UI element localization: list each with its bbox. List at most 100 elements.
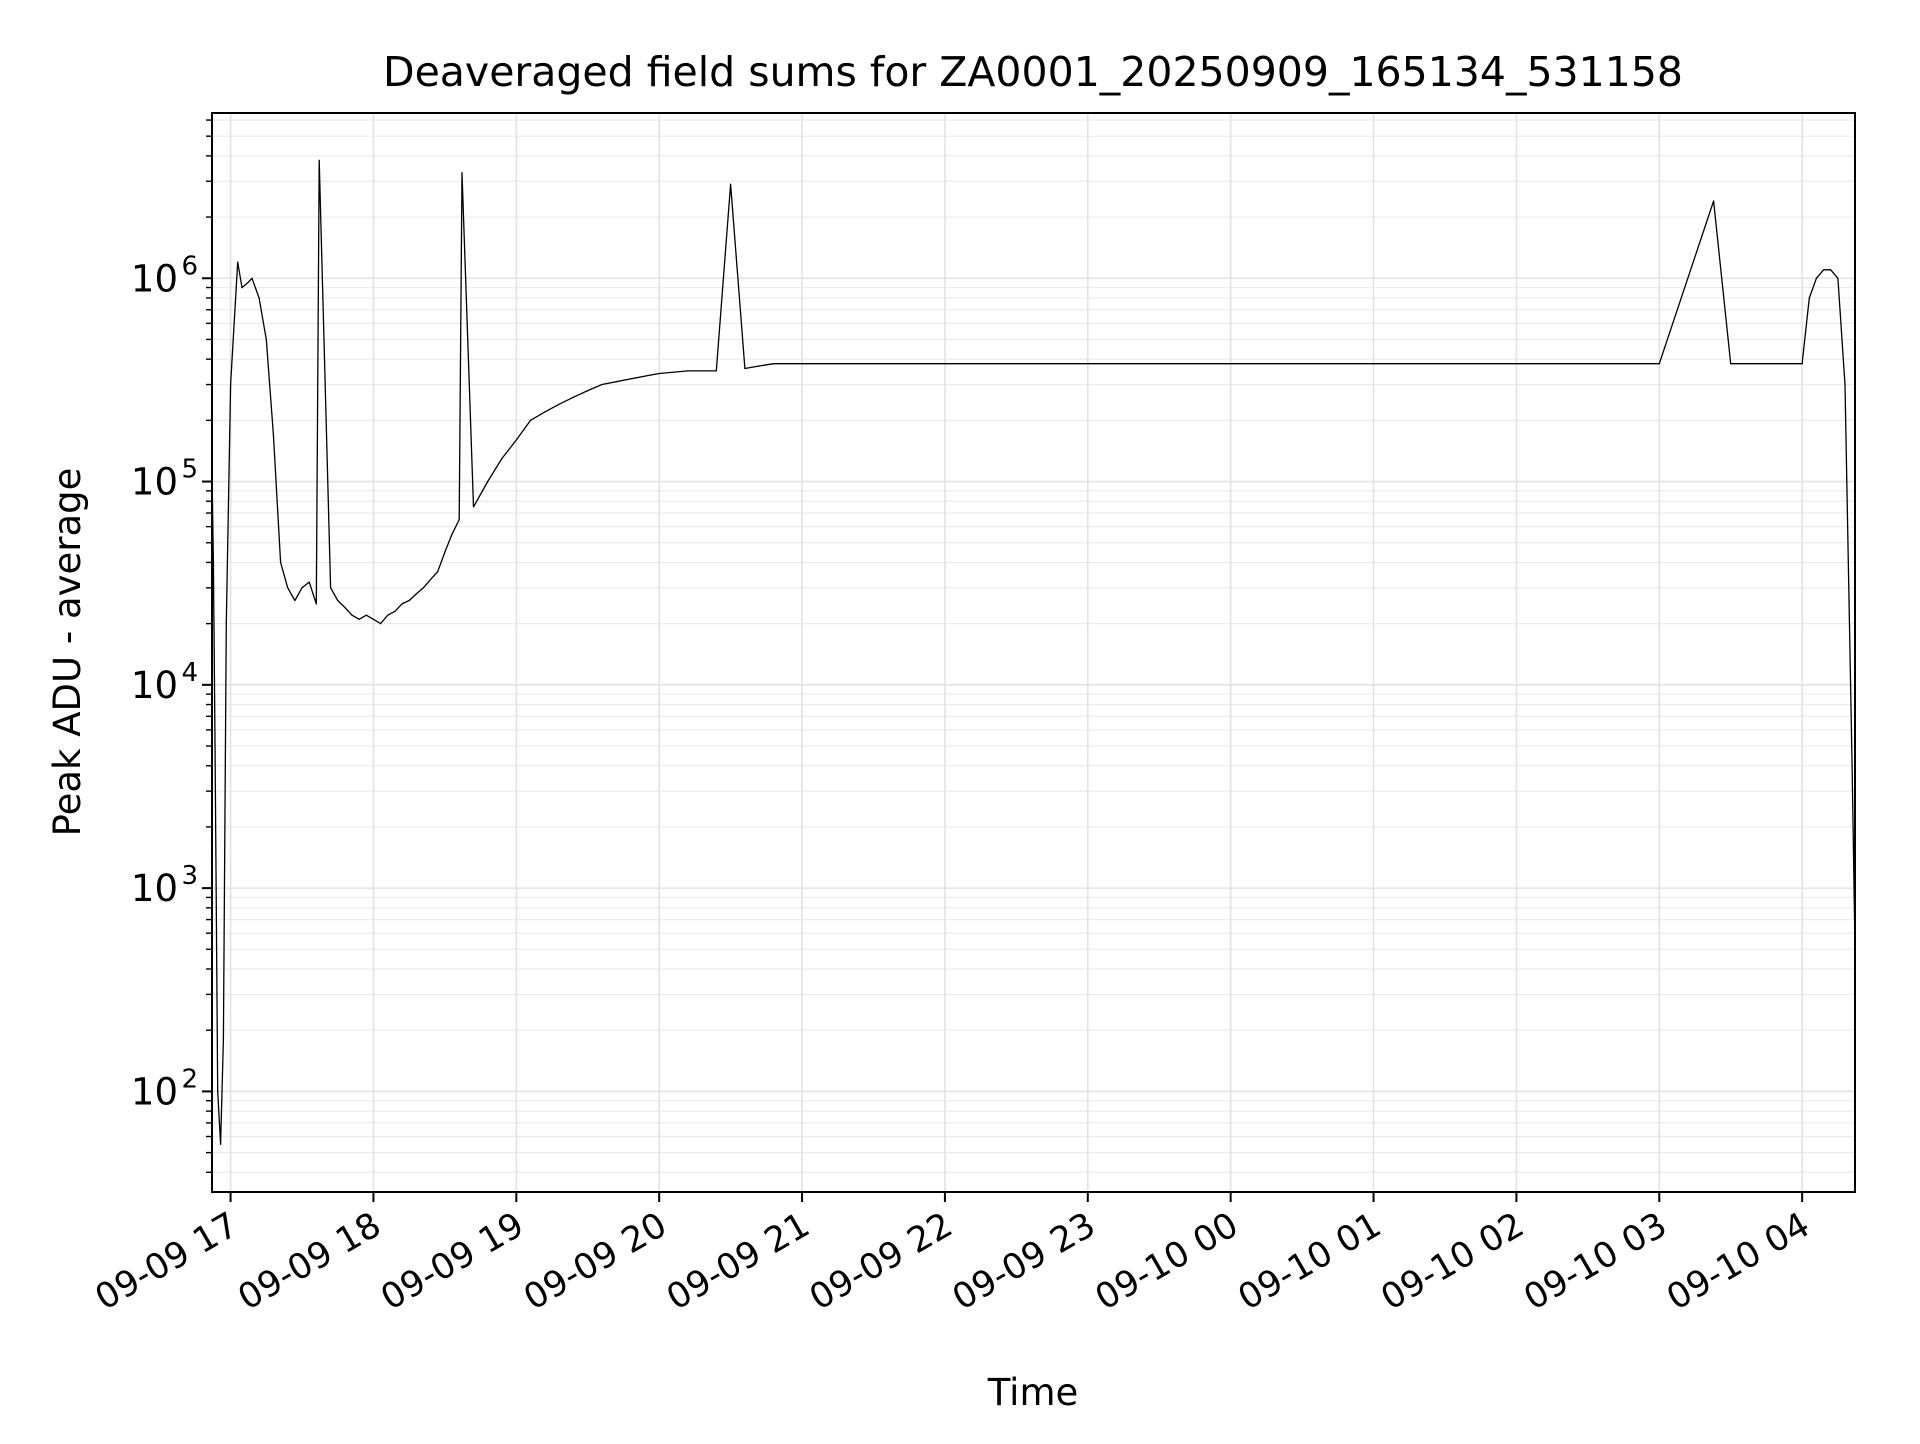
y-tick-label-base: 10 (131, 1070, 178, 1113)
y-tick-label-exponent: 4 (181, 658, 198, 688)
data-point (258, 297, 260, 299)
data-point (401, 603, 403, 605)
data-point (658, 372, 660, 375)
data-point (558, 403, 560, 405)
data-point (487, 480, 489, 483)
y-tick-label-exponent: 3 (181, 861, 198, 891)
data-point (1830, 269, 1832, 271)
data-point (644, 375, 646, 377)
data-point (444, 551, 446, 553)
data-point (730, 183, 732, 185)
y-tick-label: 10 (131, 461, 178, 504)
data-point (501, 457, 503, 459)
data-point (330, 587, 332, 589)
data-point (872, 363, 875, 365)
data-point (530, 419, 532, 421)
data-point (544, 411, 546, 413)
data-point (380, 623, 382, 625)
data-point (394, 610, 396, 612)
data-point (630, 378, 632, 380)
data-point (422, 587, 424, 589)
data-point (217, 1090, 219, 1092)
data-point (1837, 277, 1839, 279)
data-point (372, 618, 374, 620)
data-point (1515, 363, 1517, 365)
data-point (451, 533, 453, 535)
plot-area-frame (211, 112, 1856, 1193)
y-tick-label-exponent: 2 (181, 1064, 198, 1094)
data-point (437, 571, 439, 573)
data-point (1015, 363, 1018, 365)
data-point (1851, 765, 1853, 767)
data-point (294, 599, 296, 602)
data-point (225, 623, 227, 625)
data-point (1713, 200, 1715, 202)
data-point (461, 172, 463, 174)
data-point (1158, 363, 1160, 365)
data-point (801, 363, 803, 365)
data-point (1087, 363, 1089, 365)
data-point (265, 338, 267, 341)
data-point (715, 370, 717, 372)
data-point (1444, 363, 1446, 365)
data-point (601, 383, 603, 386)
data-point (358, 618, 360, 620)
data-point (387, 614, 389, 616)
data-point (430, 578, 432, 581)
y-tick-label-base: 10 (131, 461, 178, 504)
data-point (1301, 363, 1303, 365)
data-point (615, 381, 617, 383)
data-point (458, 519, 460, 521)
data-point (515, 439, 517, 441)
series-line (211, 159, 1856, 1145)
y-tick-label-base: 10 (131, 867, 178, 910)
data-point (1801, 363, 1803, 365)
y-tick-label-exponent: 6 (181, 251, 198, 281)
chart-title: Deaveraged field sums for ZA0001_2025090… (383, 48, 1683, 96)
y-tick-label-base: 10 (131, 664, 178, 707)
data-point (365, 614, 367, 616)
data-point (214, 729, 216, 731)
data-point (1372, 363, 1375, 365)
data-point (572, 396, 575, 398)
data-point (415, 593, 417, 595)
data-point (222, 1038, 224, 1041)
data-point (1815, 277, 1817, 279)
data-point (315, 603, 317, 605)
data-point (687, 370, 689, 372)
data-point (344, 606, 346, 609)
y-tick-label: 10 (131, 257, 178, 300)
series-layer (211, 159, 1856, 1145)
data-point (215, 907, 217, 909)
y-tick-label: 10 (131, 664, 178, 707)
data-point (280, 561, 282, 564)
data-point (744, 367, 746, 370)
data-point (1823, 269, 1825, 271)
data-point (287, 587, 289, 589)
data-point (1587, 363, 1589, 365)
data-point (1730, 363, 1732, 365)
grid-layer (212, 113, 1855, 1192)
data-point (212, 561, 214, 564)
y-tick-label-exponent: 5 (181, 455, 198, 485)
x-axis-label: Time (987, 1371, 1079, 1414)
data-point (1808, 297, 1810, 299)
data-point (241, 287, 243, 289)
data-point (1773, 363, 1775, 365)
data-point (318, 159, 320, 161)
data-point (308, 581, 310, 583)
data-point (1844, 383, 1846, 386)
data-point (220, 1143, 222, 1145)
data-point (251, 277, 253, 279)
data-point (337, 599, 339, 602)
data-point (587, 390, 589, 392)
data-point (944, 363, 946, 365)
data-point (472, 506, 475, 508)
data-point (772, 363, 775, 365)
y-axis-label: Peak ADU - average (46, 468, 89, 837)
data-point (1658, 363, 1660, 365)
data-point (301, 587, 303, 589)
